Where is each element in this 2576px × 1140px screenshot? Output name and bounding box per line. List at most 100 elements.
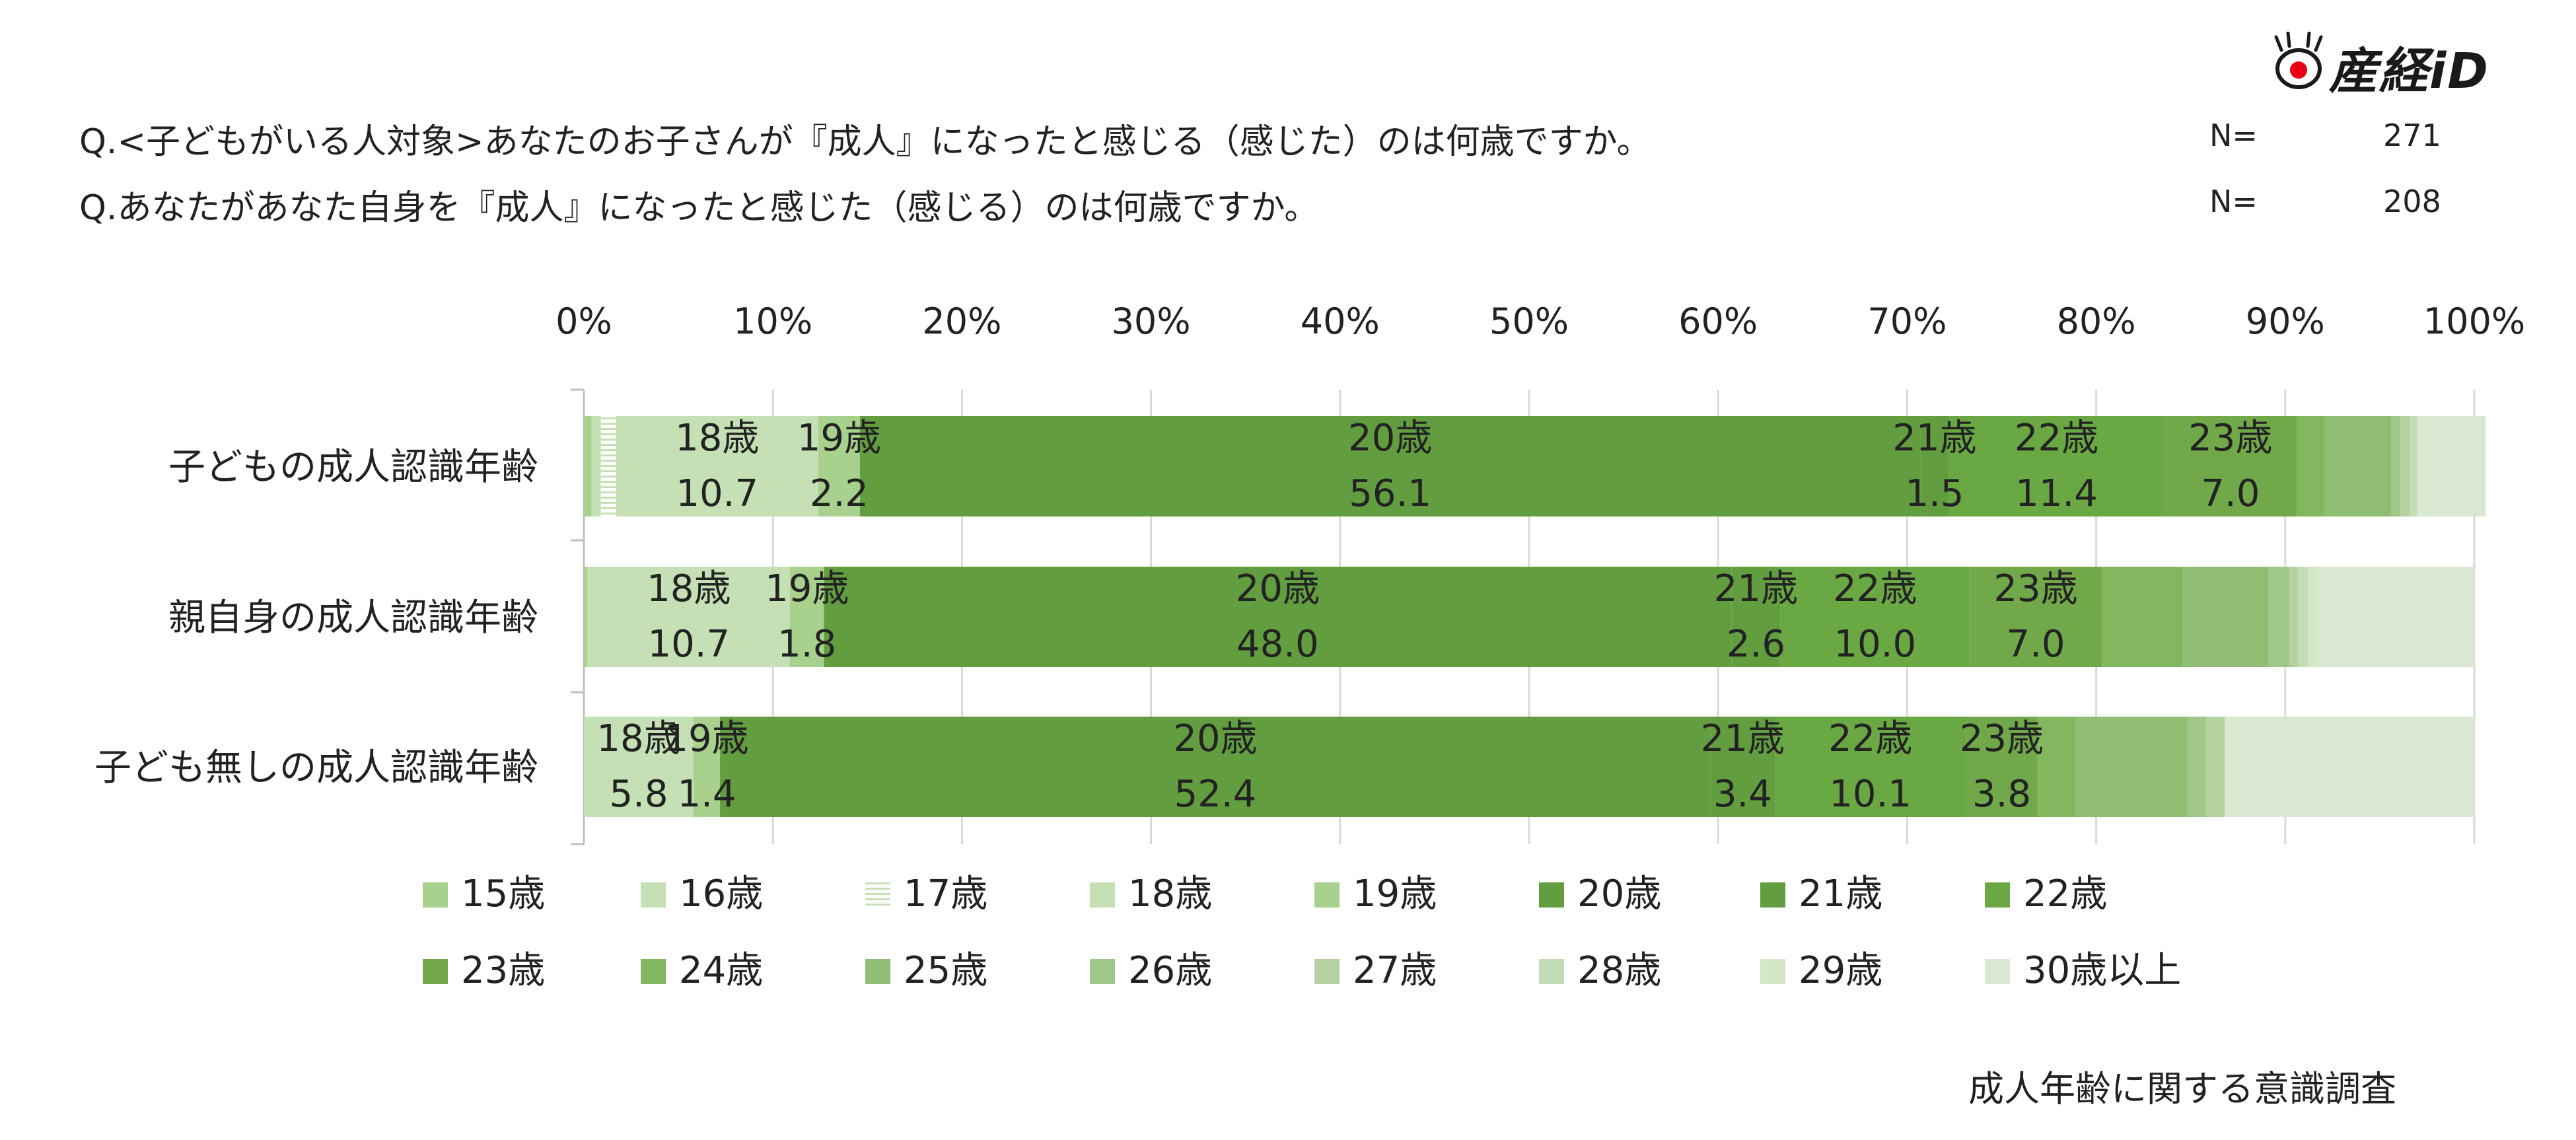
data-label-name: 22歳 xyxy=(1833,567,1917,610)
bar-segment xyxy=(1969,567,2102,667)
data-label-name: 20歳 xyxy=(1173,717,1257,760)
data-label-name: 18歳 xyxy=(596,717,680,760)
bar-segment xyxy=(1710,717,1775,817)
n-value-1: 271 xyxy=(2383,118,2441,153)
category-label: 子どもの成人認識年齢 xyxy=(168,446,538,489)
data-label-value: 10.1 xyxy=(1829,773,1912,816)
bar-segment xyxy=(2410,416,2418,517)
bar-segment xyxy=(1731,567,1781,667)
data-label-name: 22歳 xyxy=(2015,417,2098,460)
legend-label: 23歳 xyxy=(461,949,545,992)
data-label-value: 1.4 xyxy=(677,773,736,816)
data-label-name: 18歳 xyxy=(675,417,759,460)
bar-segment xyxy=(2317,567,2474,667)
data-label-value: 7.0 xyxy=(2201,472,2260,515)
bar-segment xyxy=(2186,717,2206,817)
legend-swatch xyxy=(1314,959,1340,984)
x-tick-label: 90% xyxy=(2246,301,2325,342)
bar-segment xyxy=(2400,416,2410,517)
legend-swatch xyxy=(641,882,666,908)
bar-segment xyxy=(859,416,1921,517)
data-label-value: 1.5 xyxy=(1905,472,1964,515)
bar-segment xyxy=(616,416,818,517)
legend-swatch xyxy=(1539,882,1564,908)
category-label: 親自身の成人認識年齢 xyxy=(168,596,538,639)
legend-label: 28歳 xyxy=(1577,949,1661,992)
legend-label: 24歳 xyxy=(679,949,763,992)
x-tick-label: 30% xyxy=(1112,301,1191,342)
bar-segment xyxy=(2391,416,2401,517)
legend-label: 18歳 xyxy=(1128,873,1212,915)
data-label-name: 18歳 xyxy=(647,567,731,610)
n-label-2: N= xyxy=(2209,184,2258,219)
legend-label: 26歳 xyxy=(1128,949,1212,992)
bar-segment xyxy=(693,717,721,817)
data-label-value: 5.8 xyxy=(609,773,668,816)
bar-segment xyxy=(789,567,824,667)
legend-label: 22歳 xyxy=(2023,873,2107,915)
bar-segment xyxy=(2289,567,2299,667)
data-label-name: 20歳 xyxy=(1236,567,1320,610)
data-label-name: 21歳 xyxy=(1892,417,1976,460)
bar-segment xyxy=(2183,567,2269,667)
bar-segment xyxy=(584,567,588,667)
x-tick-label: 0% xyxy=(555,301,612,342)
x-tick-label: 50% xyxy=(1489,301,1569,342)
data-label-value: 11.4 xyxy=(2015,472,2098,515)
data-label-value: 7.0 xyxy=(2006,623,2065,666)
legend-swatch xyxy=(1985,959,2010,984)
data-label-name: 22歳 xyxy=(1828,717,1912,760)
bar-segment xyxy=(2225,717,2474,817)
bar-segment xyxy=(1780,567,1970,667)
x-tick-label: 20% xyxy=(922,301,1001,342)
bar-segment xyxy=(2205,717,2225,817)
bar-segment xyxy=(2037,717,2076,817)
data-label-name: 19歳 xyxy=(664,717,748,760)
bar-segment xyxy=(2075,717,2187,817)
data-label-value: 56.1 xyxy=(1349,472,1431,515)
bar-segment xyxy=(591,416,601,517)
data-label-name: 23歳 xyxy=(1993,567,2077,610)
legend-label: 17歳 xyxy=(904,873,987,915)
legend-label: 25歳 xyxy=(904,949,987,992)
bar-segment xyxy=(584,717,694,817)
sankei-mascot-icon xyxy=(2274,32,2323,89)
x-tick-label: 60% xyxy=(1678,301,1758,342)
data-label-value: 2.2 xyxy=(810,472,869,515)
bar-segment xyxy=(2164,416,2297,517)
category-label: 子ども無しの成人認識年齢 xyxy=(94,746,538,789)
legend-label: 21歳 xyxy=(1799,873,1882,915)
legend-swatch xyxy=(423,959,448,984)
question-1: Q.<子どもがいる人対象>あなたのお子さんが『成人』になったと感じる（感じた）の… xyxy=(79,122,1651,162)
data-label-value: 52.4 xyxy=(1174,773,1257,816)
bar-segment xyxy=(2308,567,2318,667)
x-tick-label: 100% xyxy=(2423,301,2525,342)
bar-segment xyxy=(818,416,860,517)
x-tick-label: 10% xyxy=(733,301,812,342)
data-label-value: 10.7 xyxy=(676,472,758,515)
data-label-value: 1.8 xyxy=(777,623,836,666)
stacked-bar-chart: 0% 10% 20% 30% 40% 50% 60% 70% 80% 90% 100% 子どもの成人… xyxy=(94,301,2525,992)
bar-segment xyxy=(584,416,592,517)
data-label-value: 3.4 xyxy=(1713,773,1772,816)
x-tick-label: 70% xyxy=(1867,301,1947,342)
data-label-name: 19歳 xyxy=(765,567,849,610)
x-tick-label: 40% xyxy=(1301,301,1380,342)
legend-swatch xyxy=(1760,959,1785,984)
bar-segment xyxy=(2102,567,2184,667)
data-label-value: 10.0 xyxy=(1834,623,1916,666)
legend-swatch xyxy=(641,959,666,984)
data-label-value: 2.6 xyxy=(1727,623,1785,666)
legend-swatch xyxy=(865,959,890,984)
data-label-name: 20歳 xyxy=(1348,417,1432,460)
legend-label: 30歳以上 xyxy=(2023,949,2181,992)
question-2: Q.あなたがあなた自身を『成人』になったと感じた（感じる）のは何歳ですか。 xyxy=(79,188,1319,228)
legend-swatch xyxy=(1090,959,1115,984)
source-caption: 成人年齢に関する意識調査 xyxy=(1968,1068,2396,1110)
bar-segment xyxy=(2298,567,2308,667)
bar-segment xyxy=(2268,567,2289,667)
data-label-value: 48.0 xyxy=(1236,623,1319,666)
legend-swatch xyxy=(1760,882,1785,908)
logo-text: 産経iD xyxy=(2329,43,2489,100)
bar-segment xyxy=(2417,416,2486,517)
